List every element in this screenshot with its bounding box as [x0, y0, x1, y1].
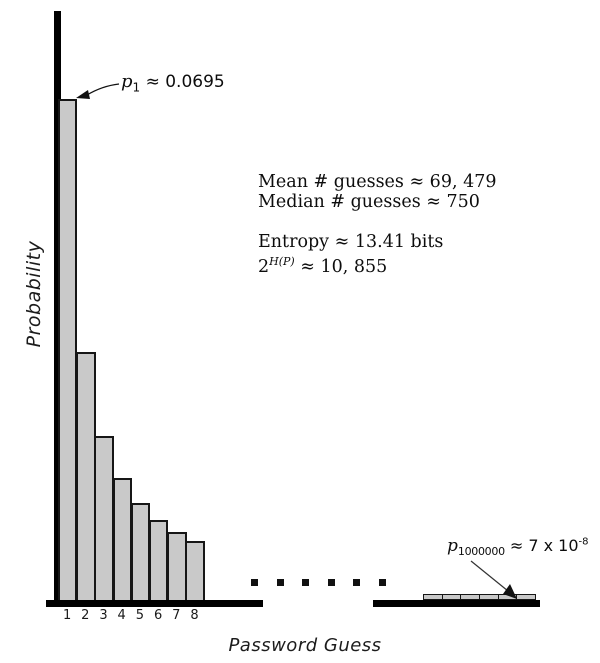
ellipsis-dot [353, 579, 361, 586]
p1000000-exponent: -8 [578, 536, 589, 548]
entropy-value: ≈ 10, 855 [294, 256, 388, 277]
tail-probability-bar [497, 594, 518, 600]
ellipsis-dot [276, 579, 284, 586]
y-axis-label: Probability [23, 240, 45, 348]
tail-probability-bar [479, 594, 499, 600]
ellipsis-dot [302, 579, 310, 586]
stat-median: Median # guesses ≈ 750 [258, 192, 480, 212]
p1-arrowhead-icon [76, 90, 90, 99]
stat-mean: Mean # guesses ≈ 69, 479 [258, 172, 497, 192]
probability-bar-4 [112, 478, 132, 600]
x-tick-label-3: 3 [99, 608, 108, 623]
x-tick-label-8: 8 [190, 608, 199, 623]
p1000000-arrow-line [470, 560, 509, 592]
y-axis-line [54, 11, 61, 607]
p1000000-var: p [447, 536, 458, 556]
p1-var: p [121, 71, 133, 92]
x-axis-line-right-segment [373, 600, 540, 607]
probability-bar-1 [58, 99, 78, 600]
tail-probability-bar [441, 594, 462, 600]
p1000000-value: ≈ 7 x 10 [504, 536, 579, 555]
x-tick-label-1: 1 [62, 608, 72, 623]
p1-value: ≈ 0.0695 [140, 72, 225, 92]
ellipsis-dot [379, 579, 386, 586]
p1-annotation: p1 ≈ 0.0695 [121, 71, 225, 94]
ellipsis-dot [251, 579, 258, 586]
p1-arrow-line [86, 83, 120, 96]
x-tick-label-2: 2 [81, 608, 90, 623]
stats-block: Mean # guesses ≈ 69, 479 Median # guesse… [258, 172, 496, 277]
probability-bar-2 [76, 352, 96, 600]
tail-probability-bar [516, 594, 536, 600]
tail-probability-bar [460, 594, 480, 600]
tail-probability-bar [423, 594, 443, 600]
p1000000-sub: 1000000 [457, 545, 505, 559]
two-base: 2 [258, 256, 270, 277]
x-axis-label: Password Guess [228, 635, 382, 656]
x-tick-label-5: 5 [135, 608, 145, 623]
probability-bar-5 [130, 503, 151, 600]
x-tick-label-4: 4 [117, 608, 126, 623]
entropy-exponent: H(P) [269, 255, 295, 268]
p1-sub: 1 [132, 80, 141, 95]
x-tick-label-7: 7 [172, 608, 181, 623]
stat-guessing-entropy: 2H(P) ≈ 10, 855 [258, 252, 496, 277]
probability-bar-8 [185, 541, 205, 600]
x-axis-line-left-segment [46, 600, 263, 607]
p1000000-annotation: p1000000 ≈ 7 x 10-8 [447, 536, 589, 558]
stat-entropy: Entropy ≈ 13.41 bits [258, 232, 444, 252]
probability-bar-6 [149, 520, 169, 600]
ellipsis-dot [327, 579, 335, 586]
probability-bar-3 [94, 436, 114, 600]
probability-bar-7 [167, 532, 187, 600]
x-tick-label-6: 6 [153, 608, 163, 623]
